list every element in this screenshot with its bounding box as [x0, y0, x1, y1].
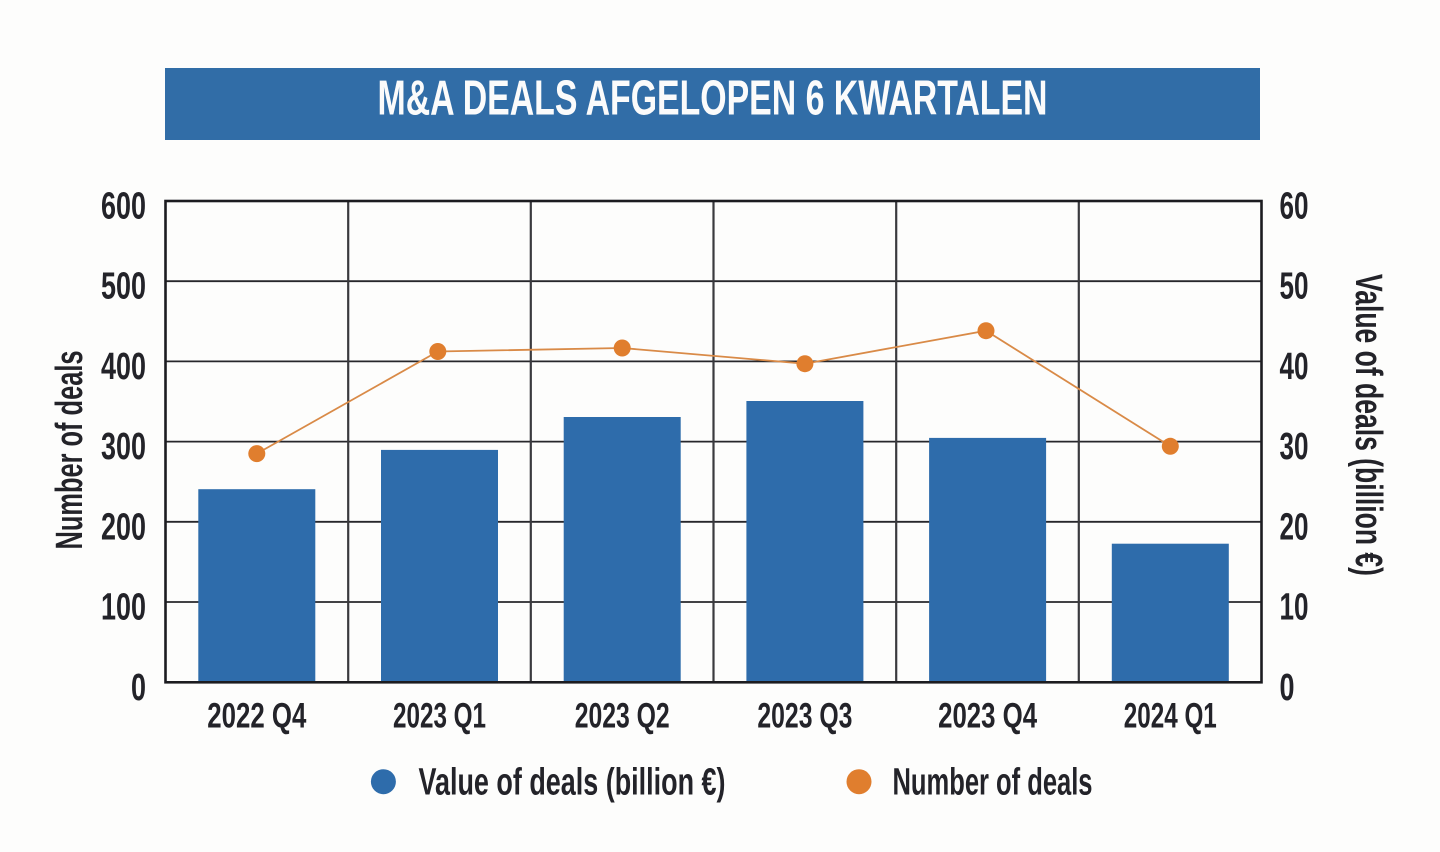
svg-text:0: 0: [131, 667, 146, 709]
svg-text:100: 100: [101, 587, 146, 629]
svg-text:2022 Q4: 2022 Q4: [207, 697, 306, 736]
svg-text:Value of deals (billion €): Value of deals (billion €): [419, 761, 726, 803]
svg-text:200: 200: [101, 506, 146, 548]
svg-text:60: 60: [1280, 186, 1309, 228]
svg-text:500: 500: [101, 266, 146, 308]
svg-text:20: 20: [1280, 506, 1309, 548]
svg-text:2024 Q1: 2024 Q1: [1124, 697, 1217, 736]
svg-text:400: 400: [101, 346, 146, 388]
svg-text:0: 0: [1280, 667, 1295, 709]
svg-text:2023 Q4: 2023 Q4: [938, 697, 1037, 736]
svg-text:Number of deals: Number of deals: [893, 761, 1093, 803]
svg-text:10: 10: [1280, 587, 1309, 629]
svg-text:30: 30: [1280, 426, 1309, 468]
svg-text:600: 600: [101, 186, 146, 228]
svg-text:M&A DEALS AFGELOPEN 6 KWARTALE: M&A DEALS AFGELOPEN 6 KWARTALEN: [378, 72, 1048, 126]
svg-text:2023 Q2: 2023 Q2: [575, 697, 670, 736]
svg-text:50: 50: [1280, 266, 1309, 308]
svg-text:40: 40: [1280, 346, 1309, 388]
svg-text:2023 Q3: 2023 Q3: [757, 697, 852, 736]
svg-text:Number of deals: Number of deals: [49, 351, 91, 550]
svg-text:300: 300: [101, 426, 146, 468]
svg-text:2023 Q1: 2023 Q1: [393, 697, 486, 736]
svg-text:Value of deals (billion €): Value of deals (billion €): [1347, 274, 1389, 576]
